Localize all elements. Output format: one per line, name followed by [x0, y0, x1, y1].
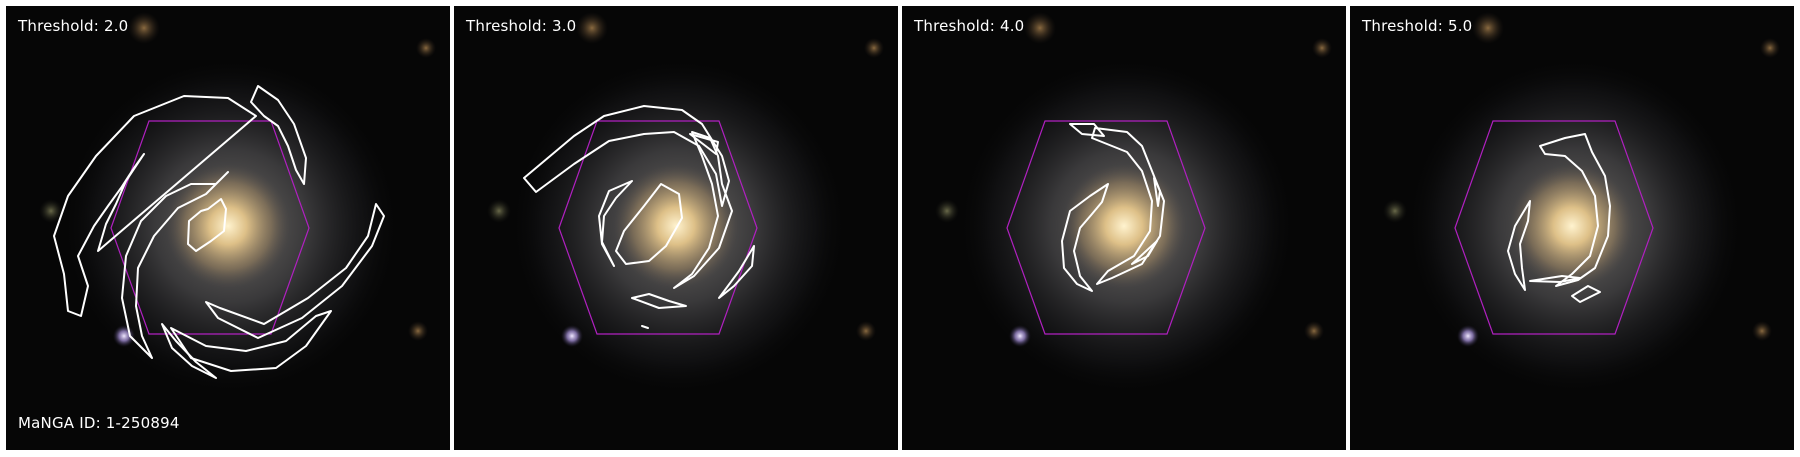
- galaxy-panel-strip: Threshold: 2.0 MaNGA ID: 1-250894: [6, 6, 1794, 450]
- threshold-label: Threshold: 5.0: [1362, 17, 1473, 35]
- background-star: [864, 38, 884, 58]
- galaxy-image: [6, 6, 450, 450]
- arm-contours: [523, 105, 755, 329]
- galaxy-panel: Threshold: 4.0: [902, 6, 1346, 450]
- arm-contours: [1061, 123, 1165, 292]
- galaxy-image: [902, 6, 1346, 450]
- background-star: [1383, 199, 1407, 223]
- contour: [170, 310, 332, 372]
- contour: [523, 105, 730, 207]
- contour: [1069, 123, 1105, 137]
- contour: [718, 245, 755, 299]
- galaxy-panel: Threshold: 5.0: [1350, 6, 1794, 450]
- contour: [615, 183, 683, 265]
- galaxy-image: [1350, 6, 1794, 450]
- background-star: [1304, 321, 1324, 341]
- background-star: [1760, 38, 1780, 58]
- foreground-star: [1009, 325, 1031, 347]
- contour: [187, 198, 227, 252]
- contour: [1091, 127, 1165, 285]
- contour: [53, 95, 257, 317]
- background-star: [1312, 38, 1332, 58]
- ifu-hexagon: [110, 120, 310, 335]
- contour: [1571, 285, 1601, 303]
- galaxy-bulge: [614, 164, 738, 288]
- background-star: [1752, 321, 1772, 341]
- background-star: [408, 321, 428, 341]
- galaxy-bulge: [1510, 164, 1634, 288]
- contour: [598, 180, 633, 267]
- background-star: [416, 38, 436, 58]
- background-star: [128, 12, 160, 44]
- contour: [673, 131, 733, 289]
- contour: [121, 171, 229, 359]
- ifu-hexagon: [1454, 120, 1654, 335]
- contour: [205, 203, 385, 339]
- manga-id-label: MaNGA ID: 1-250894: [18, 414, 180, 432]
- contour: [1529, 275, 1581, 283]
- background-star: [935, 199, 959, 223]
- ifu-hexagon: [1006, 120, 1206, 335]
- arm-contours: [1507, 133, 1611, 303]
- galaxy-panel: Threshold: 2.0 MaNGA ID: 1-250894: [6, 6, 450, 450]
- background-star: [576, 12, 608, 44]
- threshold-label: Threshold: 2.0: [18, 17, 129, 35]
- background-star: [856, 321, 876, 341]
- contour: [689, 133, 719, 155]
- contour: [161, 323, 217, 379]
- contour: [250, 85, 307, 185]
- contour: [631, 293, 687, 309]
- contour: [1539, 133, 1611, 287]
- threshold-label: Threshold: 4.0: [914, 17, 1025, 35]
- contour: [1153, 177, 1161, 207]
- contour: [1507, 200, 1531, 291]
- foreground-star: [561, 325, 583, 347]
- contour: [641, 325, 649, 329]
- contour: [1061, 183, 1109, 292]
- background-star: [1024, 12, 1056, 44]
- background-star: [1472, 12, 1504, 44]
- foreground-star: [113, 325, 135, 347]
- arm-contours: [53, 85, 385, 379]
- galaxy-bulge: [166, 164, 290, 288]
- galaxy-image: [454, 6, 898, 450]
- background-star: [487, 199, 511, 223]
- galaxy-panel: Threshold: 3.0: [454, 6, 898, 450]
- threshold-label: Threshold: 3.0: [466, 17, 577, 35]
- foreground-star: [1457, 325, 1479, 347]
- contour: [1131, 240, 1158, 265]
- background-star: [39, 199, 63, 223]
